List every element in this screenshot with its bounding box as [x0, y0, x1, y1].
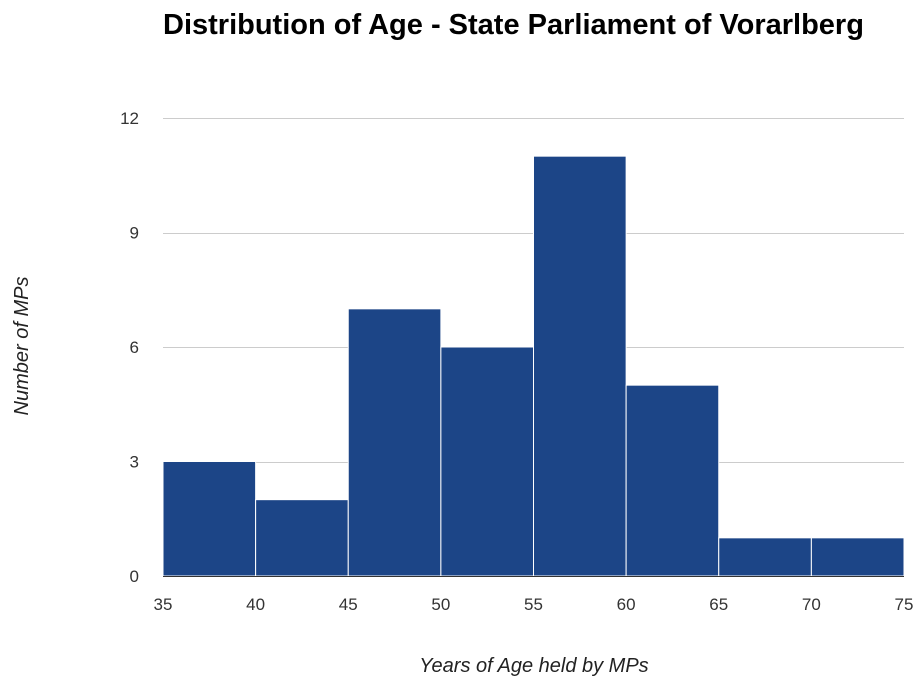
bar-55-60: [533, 155, 627, 577]
bar-60-65: [625, 384, 720, 577]
x-tick-label-55: 55: [524, 595, 543, 614]
bar-45-50: [347, 308, 442, 577]
y-tick-labels: 0 3 6 9 12: [120, 109, 139, 586]
chart-title: Distribution of Age - State Parliament o…: [163, 9, 864, 41]
bars: [162, 155, 905, 577]
bar-40-45: [255, 499, 349, 577]
bar-70-75: [810, 537, 905, 577]
bar-50-55: [440, 346, 534, 577]
x-axis-title: Years of Age held by MPs: [419, 655, 648, 677]
x-tick-label-60: 60: [617, 595, 636, 614]
y-tick-label-9: 9: [130, 224, 139, 243]
y-tick-label-12: 12: [120, 109, 139, 128]
y-tick-label-3: 3: [130, 453, 139, 472]
bar-65-70: [718, 537, 812, 577]
x-tick-label-70: 70: [802, 595, 821, 614]
y-axis-title: Number of MPs: [11, 277, 33, 416]
bar-35-40: [162, 461, 257, 577]
x-tick-label-65: 65: [709, 595, 728, 614]
y-tick-label-6: 6: [130, 338, 139, 357]
x-tick-label-50: 50: [431, 595, 450, 614]
x-tick-labels: 35 40 45 50 55 60 65 70 75: [154, 595, 914, 614]
y-tick-label-0: 0: [130, 567, 139, 586]
x-tick-label-75: 75: [895, 595, 914, 614]
x-tick-label-45: 45: [339, 595, 358, 614]
x-tick-label-40: 40: [246, 595, 265, 614]
x-tick-label-35: 35: [154, 595, 173, 614]
